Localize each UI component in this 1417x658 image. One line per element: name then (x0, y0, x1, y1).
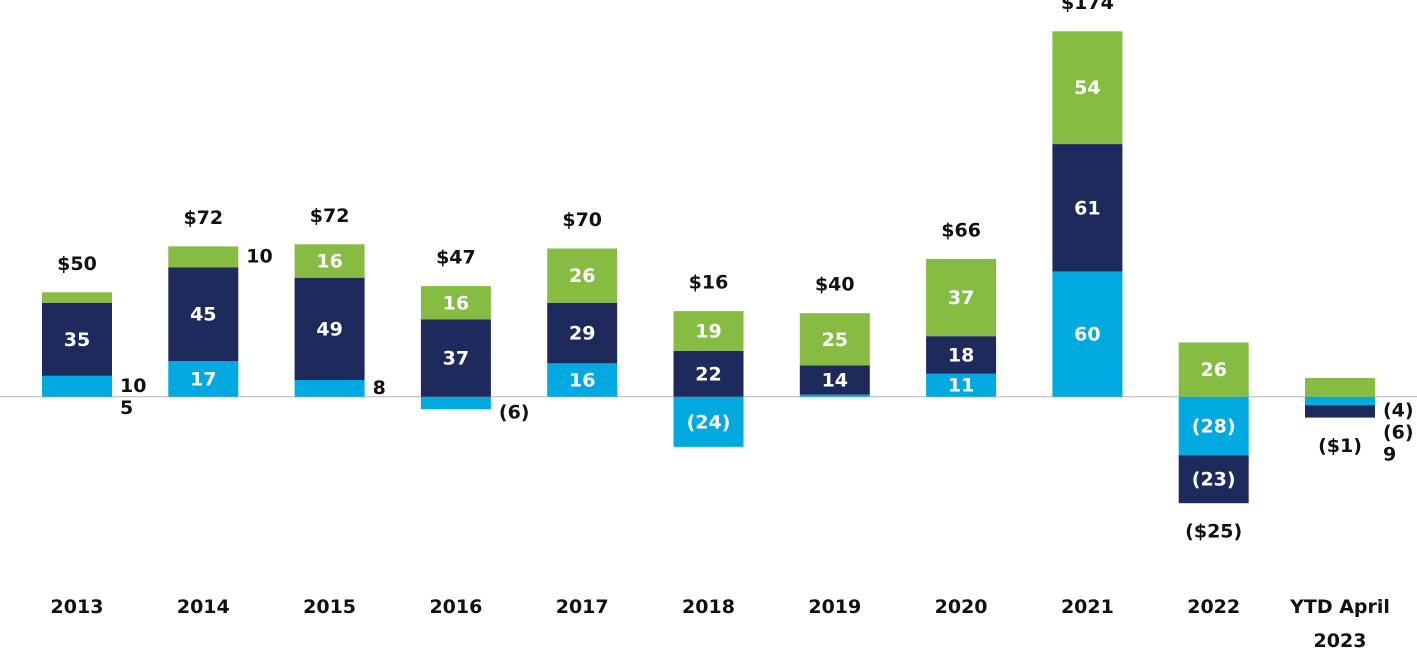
bar-segment (420, 396, 491, 410)
bar-segment (1178, 396, 1249, 456)
segment-label: 61 (1074, 197, 1100, 219)
segment-label-outside: (6) (499, 401, 530, 423)
total-label: $47 (436, 247, 476, 269)
segment-label: 22 (695, 363, 721, 385)
bar-segment (547, 302, 618, 364)
bar-segment (1305, 405, 1375, 418)
x-tick-label: 2014 (176, 596, 230, 618)
total-label: ($25) (1185, 521, 1242, 543)
bar-segment (547, 363, 618, 397)
bar-segment (673, 311, 744, 351)
bar-segment (168, 246, 239, 268)
bar-segment (799, 313, 870, 366)
bar-segment (926, 258, 997, 337)
segment-label: 37 (948, 287, 974, 309)
total-label: $40 (815, 274, 855, 296)
segment-label: 37 (443, 348, 469, 370)
segment-label-outside: 10 (120, 375, 146, 397)
segment-label-outside: 8 (373, 377, 386, 399)
segment-label-outside: 9 (1383, 443, 1396, 465)
segment-label: 25 (822, 329, 848, 351)
segment-label-outside: (6) (1383, 421, 1414, 443)
segment-label-outside: (4) (1383, 399, 1414, 421)
segment-label: 11 (948, 375, 974, 397)
segment-label: 29 (569, 323, 595, 345)
bar-segment (42, 292, 112, 303)
bar-segment (42, 375, 112, 397)
segment-label: 54 (1074, 77, 1100, 99)
x-tick-label: 2018 (682, 596, 735, 618)
x-tick-label: 2013 (50, 596, 104, 618)
segment-label: 14 (822, 370, 848, 392)
segment-label: 17 (190, 368, 216, 390)
bar-segment (926, 336, 997, 374)
bar-segment (926, 373, 997, 397)
bar-segment (1052, 144, 1123, 272)
segment-label: 16 (569, 370, 595, 392)
segment-label: 18 (948, 344, 974, 366)
bar-segment (799, 365, 870, 395)
bar-segment (1305, 396, 1375, 406)
segment-label: (23) (1192, 469, 1236, 491)
bar-segment (1178, 342, 1249, 397)
bar-segment (420, 286, 491, 320)
total-label: $50 (57, 253, 97, 275)
segment-label: 16 (316, 251, 342, 273)
segment-label: (28) (1192, 415, 1236, 437)
bar-segment (294, 244, 365, 278)
bar-segment (1052, 271, 1123, 397)
x-tick-label: 2019 (808, 596, 862, 618)
bar-segment (673, 350, 744, 397)
segment-label: 45 (190, 304, 216, 326)
segment-label-outside: 10 (246, 245, 272, 267)
bar-segment (1305, 377, 1375, 397)
segment-label: 19 (695, 320, 721, 342)
segment-label: 26 (1200, 359, 1226, 381)
x-tick-label: 2017 (555, 596, 609, 618)
total-label: $72 (310, 205, 350, 227)
bar-segment (168, 267, 239, 362)
bar-segment (294, 380, 365, 397)
total-label: $16 (689, 272, 729, 294)
segment-label: 26 (569, 265, 595, 287)
bar-segment (42, 302, 112, 376)
x-tick-label: YTD April 2023 (1290, 596, 1390, 652)
bar-segment (547, 248, 618, 303)
x-tick-label: 2022 (1187, 596, 1241, 618)
segment-label: 60 (1074, 324, 1100, 346)
bar-segment (168, 361, 239, 397)
bar-segment (673, 396, 744, 447)
total-label: $174 (1061, 0, 1114, 14)
x-tick-label: 2021 (1060, 596, 1114, 618)
x-tick-label: 2015 (303, 596, 357, 618)
total-label: $66 (941, 219, 981, 241)
segment-label-outside: 5 (120, 397, 133, 419)
segment-label: (24) (687, 411, 731, 433)
bar-segment (1178, 455, 1249, 504)
bar-segment (799, 394, 870, 397)
total-label: $72 (183, 207, 223, 229)
x-tick-label: 2016 (429, 596, 483, 618)
total-label: ($1) (1318, 435, 1362, 457)
segment-label: 35 (64, 329, 90, 351)
x-tick-label: 2020 (934, 596, 988, 618)
total-label: $70 (562, 209, 602, 231)
bar-segment (294, 277, 365, 381)
segment-label: 16 (443, 292, 469, 314)
bar-segment (420, 319, 491, 397)
bar-segment (1052, 31, 1123, 145)
segment-label: 49 (316, 318, 342, 340)
